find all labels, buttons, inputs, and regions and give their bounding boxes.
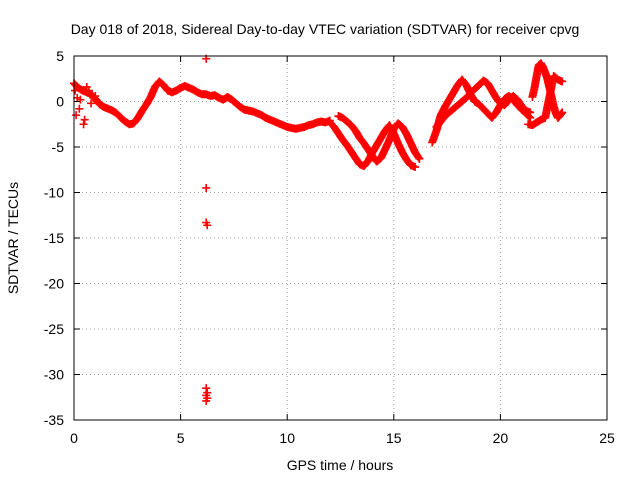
x-tick-label: 10 <box>279 430 295 446</box>
data-point-outliers <box>203 221 212 230</box>
data-point-early-scatter <box>79 120 88 129</box>
x-tick-label: 15 <box>386 430 402 446</box>
y-tick-label: -30 <box>44 367 64 383</box>
labels-layer: Day 018 of 2018, Sidereal Day-to-day VTE… <box>5 21 579 473</box>
data-point-early-scatter <box>91 92 100 101</box>
x-tick-label: 5 <box>177 430 185 446</box>
y-tick-label: -35 <box>44 412 64 428</box>
y-tick-label: 5 <box>56 48 64 64</box>
data-point-mid-segment-a <box>411 163 420 172</box>
data-point-outliers <box>202 384 211 393</box>
y-tick-label: -20 <box>44 276 64 292</box>
data-point-mid-segment-b <box>415 154 424 163</box>
data-point-late-segment-b <box>526 108 535 117</box>
y-tick-label: -15 <box>44 230 64 246</box>
data-point-early-scatter <box>87 99 96 108</box>
y-tick-label: -10 <box>44 185 64 201</box>
data-point-mid-segment-b <box>414 153 423 162</box>
grid-layer <box>74 56 607 420</box>
x-axis-label: GPS time / hours <box>287 457 394 473</box>
data-points-layer <box>70 54 567 405</box>
chart-title: Day 018 of 2018, Sidereal Day-to-day VTE… <box>71 21 580 37</box>
data-point-early-scatter <box>71 86 80 95</box>
x-tick-label: 25 <box>599 430 615 446</box>
data-point-early-scatter <box>84 86 93 95</box>
data-point-early-scatter <box>75 104 84 113</box>
y-axis-label: SDTVAR / TECUs <box>5 182 21 294</box>
y-tick-label: 0 <box>56 94 64 110</box>
ticks-layer: 0 5 10 15 20 25 5 0 -5 -10 -15 -20 -25 -30 -35 <box>44 48 615 446</box>
data-point-end-segment-b <box>558 77 567 86</box>
data-point-outliers <box>202 183 211 192</box>
x-tick-label: 0 <box>70 430 78 446</box>
data-point-end-segment <box>558 108 567 117</box>
x-tick-label: 20 <box>493 430 509 446</box>
data-point-outliers <box>202 396 211 405</box>
y-tick-label: -25 <box>44 321 64 337</box>
y-tick-label: -5 <box>52 139 65 155</box>
data-point-early-scatter <box>76 95 85 104</box>
data-point-early-scatter <box>72 111 81 120</box>
data-point-early-scatter <box>80 115 89 124</box>
